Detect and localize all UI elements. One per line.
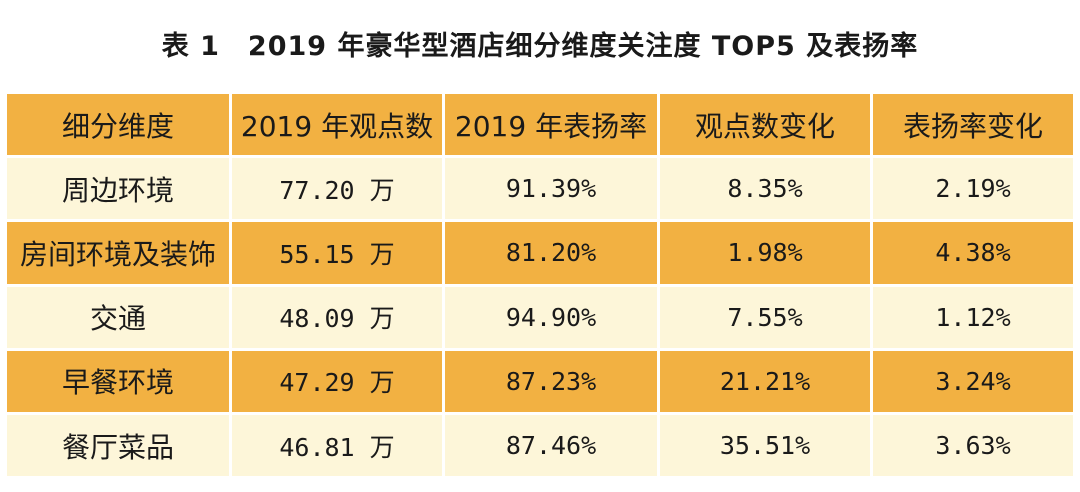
table-row: 交通 48.09 万 94.90% 7.55% 1.12% [7,286,1073,351]
praise-change-cell: 4.38% [873,222,1073,287]
praise-rate-cell: 81.20% [445,222,660,287]
opinion-change-cell: 7.55% [660,286,873,351]
table-row: 周边环境 77.20 万 91.39% 8.35% 2.19% [7,158,1073,223]
hotel-dimension-table: 细分维度 2019 年观点数 2019 年表扬率 观点数变化 表扬率变化 周边环… [7,94,1073,477]
opinion-change-cell: 35.51% [660,414,873,477]
praise-rate-cell: 91.39% [445,158,660,223]
header-opinion-change: 观点数变化 [660,94,873,159]
opinion-count-cell: 55.15 万 [232,222,445,287]
opinion-count-cell: 48.09 万 [232,286,445,351]
praise-change-cell: 1.12% [873,286,1073,351]
table-header-row: 细分维度 2019 年观点数 2019 年表扬率 观点数变化 表扬率变化 [7,94,1073,159]
opinion-count-cell: 77.20 万 [232,158,445,223]
dimension-cell: 餐厅菜品 [7,414,232,477]
header-dimension: 细分维度 [7,94,232,159]
table-row: 早餐环境 47.29 万 87.23% 21.21% 3.24% [7,350,1073,415]
praise-change-cell: 3.24% [873,350,1073,415]
dimension-cell: 早餐环境 [7,350,232,415]
opinion-count-cell: 47.29 万 [232,350,445,415]
opinion-change-cell: 21.21% [660,350,873,415]
praise-change-cell: 3.63% [873,414,1073,477]
dimension-cell: 交通 [7,286,232,351]
dimension-cell: 周边环境 [7,158,232,223]
praise-rate-cell: 87.23% [445,350,660,415]
praise-change-cell: 2.19% [873,158,1073,223]
header-praise-rate: 2019 年表扬率 [445,94,660,159]
header-opinion-count: 2019 年观点数 [232,94,445,159]
table-title: 表 1 2019 年豪华型酒店细分维度关注度 TOP5 及表扬率 [161,31,919,62]
header-praise-change: 表扬率变化 [873,94,1073,159]
praise-rate-cell: 87.46% [445,414,660,477]
praise-rate-cell: 94.90% [445,286,660,351]
table-row: 餐厅菜品 46.81 万 87.46% 35.51% 3.63% [7,414,1073,477]
dimension-cell: 房间环境及装饰 [7,222,232,287]
opinion-change-cell: 8.35% [660,158,873,223]
opinion-count-cell: 46.81 万 [232,414,445,477]
opinion-change-cell: 1.98% [660,222,873,287]
table-row: 房间环境及装饰 55.15 万 81.20% 1.98% 4.38% [7,222,1073,287]
